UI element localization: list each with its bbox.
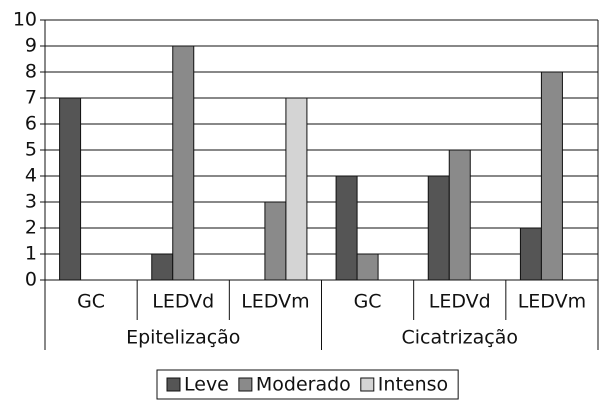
x-tick-label: GC: [77, 291, 105, 313]
legend-box: [156, 369, 459, 400]
group-label: Epitelização: [126, 327, 240, 349]
bar: [519, 227, 542, 281]
group-label: Cicatrização: [401, 327, 518, 349]
legend-swatch: [166, 377, 181, 392]
x-tick-label: LEDVd: [152, 291, 214, 313]
x-tick-label: LEDVm: [241, 291, 309, 313]
bar: [427, 175, 450, 281]
y-tick-label: 2: [25, 217, 37, 239]
y-tick-label: 1: [25, 243, 37, 265]
bar: [59, 97, 82, 281]
legend-label: Intenso: [378, 374, 448, 396]
legend: Leve Moderado Intenso: [156, 369, 459, 400]
y-tick-label: 5: [25, 139, 37, 161]
bar: [172, 45, 195, 281]
bar: [448, 149, 471, 281]
bar: [356, 253, 379, 281]
bar: [335, 175, 358, 281]
y-tick-label: 6: [25, 113, 37, 135]
y-tick-label: 7: [25, 87, 37, 109]
x-tick-label: GC: [354, 291, 382, 313]
bar: [540, 71, 563, 281]
bar: [264, 201, 287, 281]
y-tick-label: 0: [25, 269, 37, 291]
y-tick-label: 9: [25, 35, 37, 57]
y-tick-label: 4: [25, 165, 37, 187]
y-tick-label: 8: [25, 61, 37, 83]
legend-label: Moderado: [256, 374, 351, 396]
bar: [151, 253, 174, 281]
x-tick-label: LEDVm: [518, 291, 586, 313]
y-tick-label: 10: [13, 9, 37, 31]
legend-swatch: [238, 377, 253, 392]
bar: [285, 97, 308, 281]
x-tick-label: LEDVd: [429, 291, 491, 313]
legend-label: Leve: [184, 374, 229, 396]
y-tick-label: 3: [25, 191, 37, 213]
legend-swatch: [360, 377, 375, 392]
